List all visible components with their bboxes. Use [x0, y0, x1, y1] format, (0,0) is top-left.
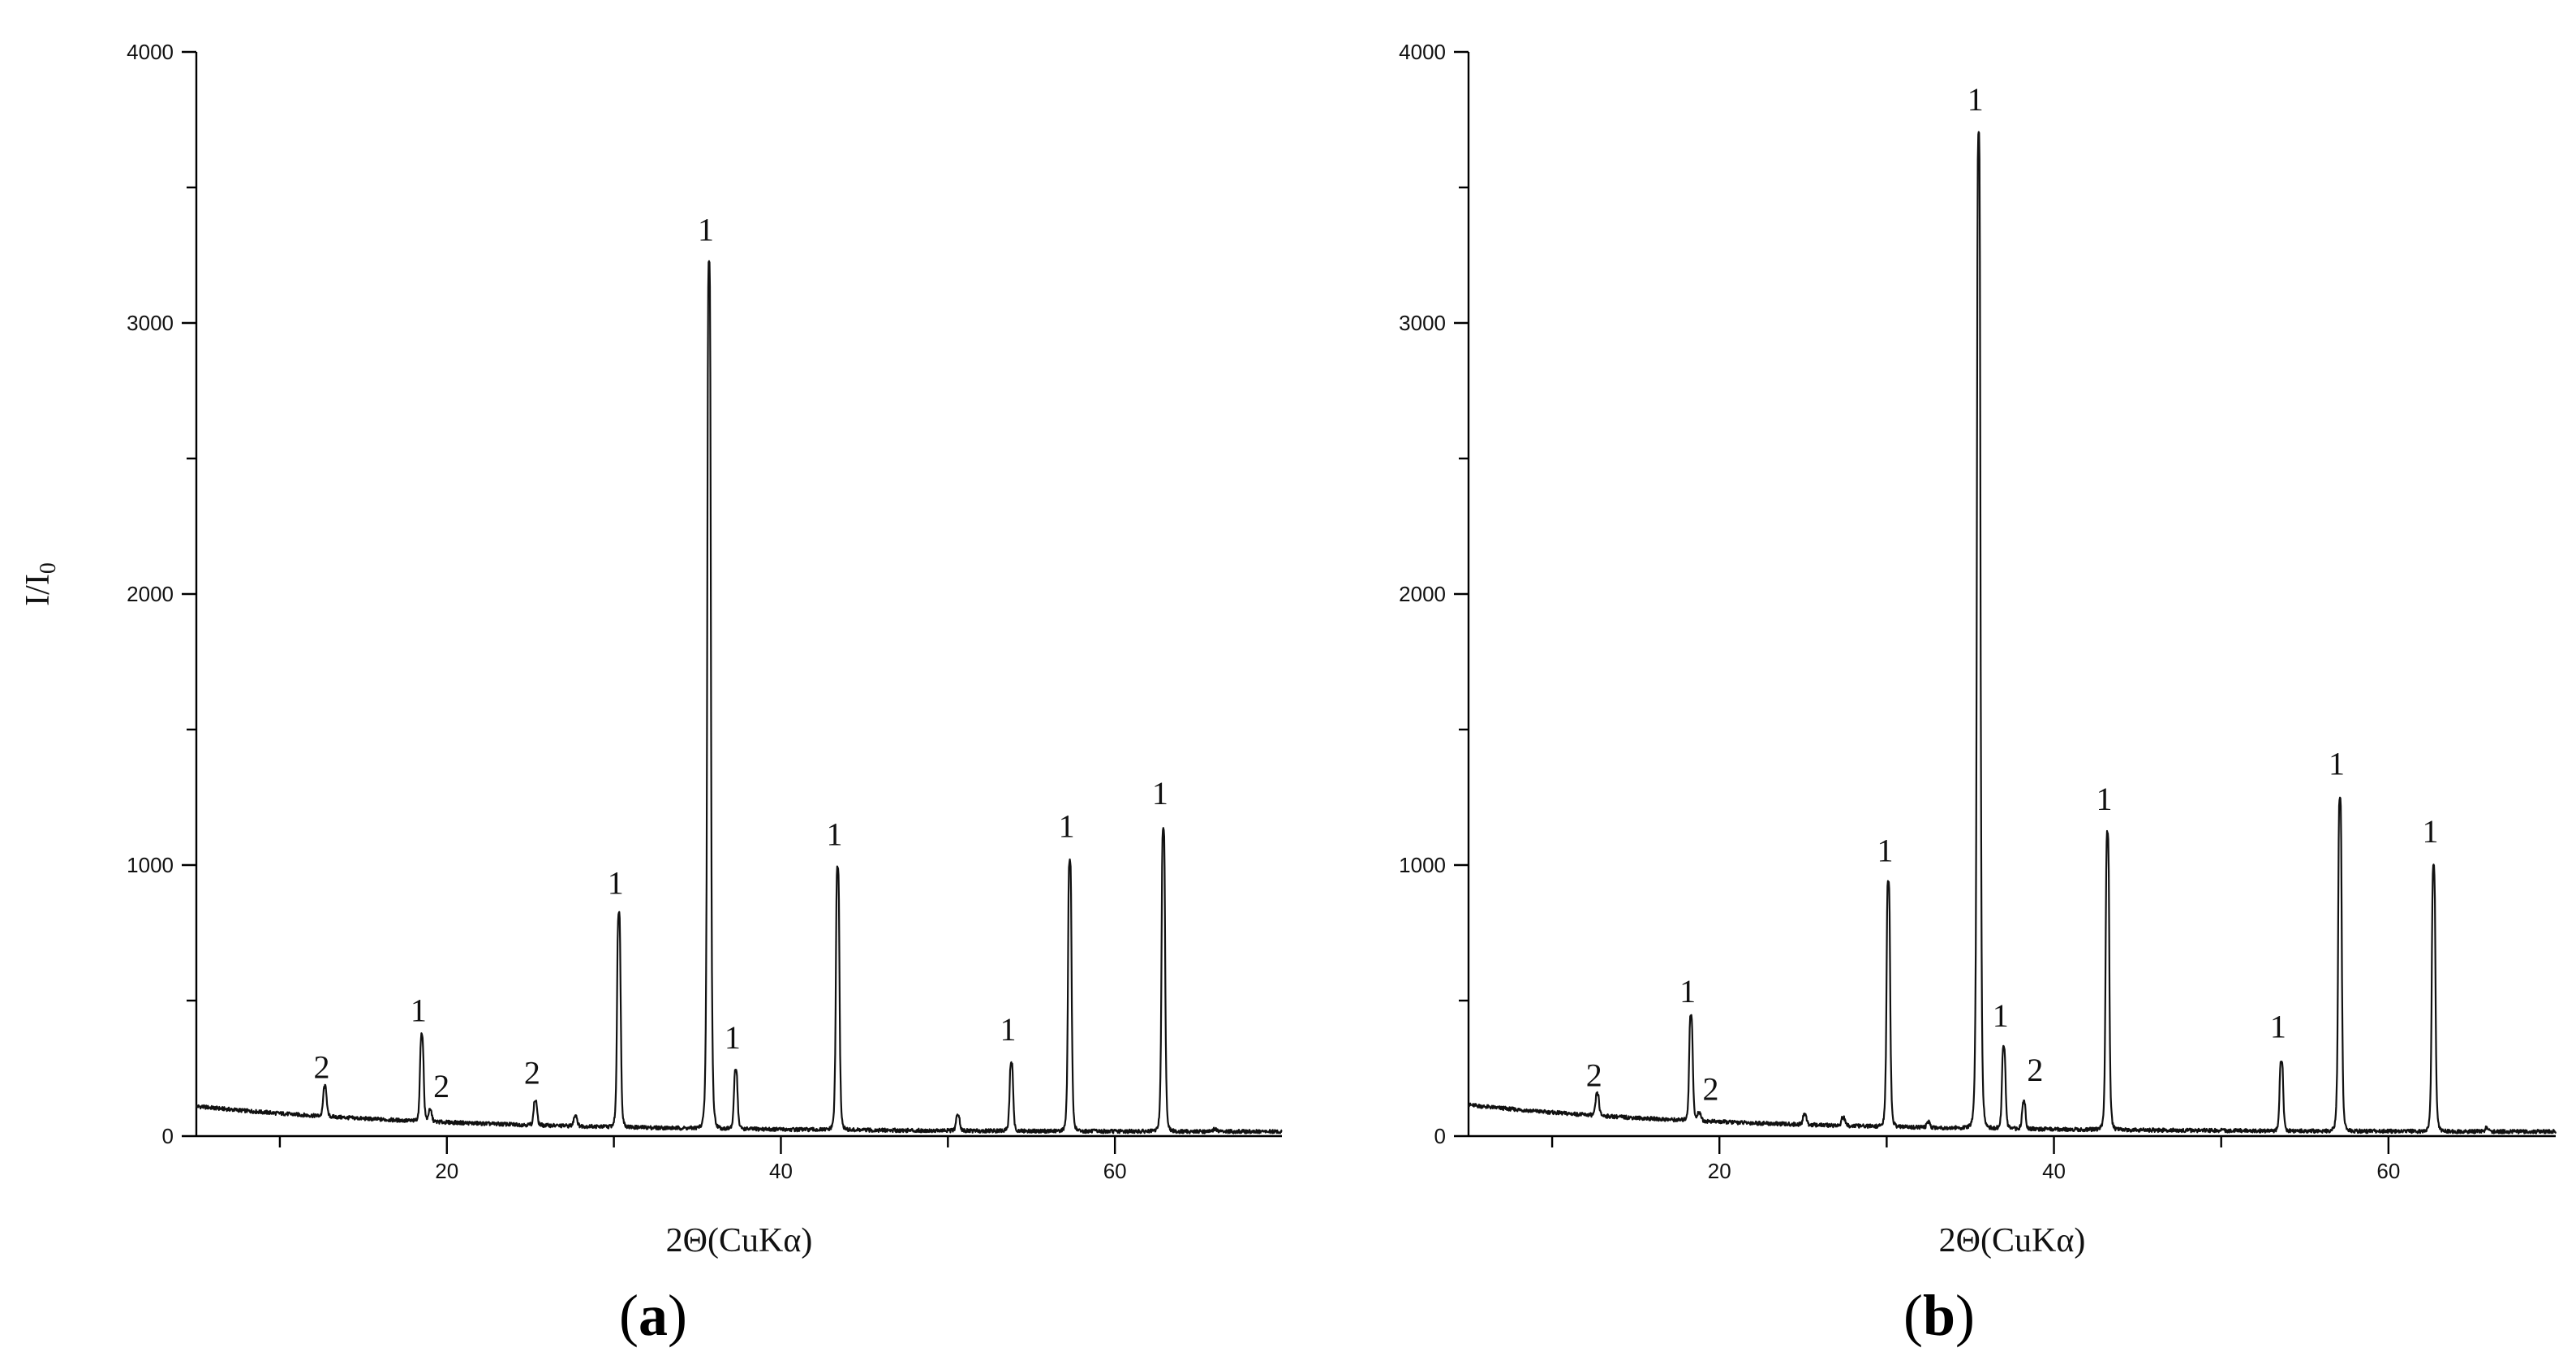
peak-label: 1	[2329, 746, 2345, 782]
peak-label: 1	[1679, 973, 1696, 1010]
y-axis-title-a: I/I0	[19, 562, 61, 606]
x-tick-label: 20	[1708, 1159, 1731, 1183]
y-tick-label: 0	[1434, 1124, 1446, 1148]
y-tick-label: 4000	[127, 40, 174, 64]
peak-label: 1	[725, 1019, 741, 1056]
diffraction-trace-b	[1468, 131, 2557, 1134]
peak-label: 1	[1993, 997, 2009, 1034]
peak-label: 1	[2096, 781, 2113, 817]
chart-panel-a: 0 1000 2000 3000 4000 20 40 60 2 1 2 2 1 1 1 1 1 1 1 2Θ(…	[19, 40, 1283, 1348]
peak-label: 1	[1000, 1011, 1017, 1048]
x-tick-label: 60	[1103, 1159, 1127, 1183]
panel-label-b: (b)	[1903, 1283, 1975, 1348]
x-axis-ticks-b: 20 40 60	[1550, 1136, 2400, 1183]
x-axis-ticks-a: 20 40 60	[278, 1136, 1127, 1183]
y-tick-label: 3000	[1399, 311, 1446, 335]
peak-label: 1	[1967, 81, 1984, 118]
y-tick-label: 2000	[1399, 582, 1446, 606]
peak-label: 2	[1586, 1057, 1602, 1094]
panel-letter-a: a	[639, 1283, 668, 1348]
y-axis-ticks-a: 0 1000 2000 3000 4000	[127, 40, 196, 1148]
diffraction-trace-a	[195, 260, 1283, 1134]
peak-label: 2	[1702, 1070, 1718, 1107]
y-tick-label: 2000	[127, 582, 174, 606]
x-axis-title-b: 2Θ(CuKα)	[1939, 1222, 2086, 1259]
y-axis-ticks-b: 0 1000 2000 3000 4000	[1399, 40, 1469, 1148]
peak-label: 2	[314, 1049, 330, 1086]
y-axis-title-main: I/I	[19, 574, 57, 606]
peak-label: 1	[608, 864, 624, 901]
y-tick-label: 1000	[127, 853, 174, 877]
y-tick-label: 3000	[127, 311, 174, 335]
peak-label: 2	[2027, 1052, 2043, 1088]
peak-label: 2	[524, 1054, 540, 1091]
x-tick-label: 40	[769, 1159, 793, 1183]
peak-label: 1	[2270, 1008, 2286, 1044]
x-axis-title-a: 2Θ(CuKα)	[666, 1222, 813, 1259]
peak-label: 1	[1877, 832, 1893, 868]
y-axis-title-subscript: 0	[36, 562, 61, 574]
peak-label: 1	[1152, 775, 1168, 811]
y-tick-label: 4000	[1399, 40, 1446, 64]
peak-label: 1	[2423, 813, 2439, 850]
peak-label: 1	[1059, 807, 1075, 844]
y-tick-label: 0	[162, 1124, 174, 1148]
peak-label: 1	[826, 816, 842, 852]
x-tick-label: 20	[435, 1159, 458, 1183]
peak-labels-a: 2 1 2 2 1 1 1 1 1 1 1	[314, 212, 1168, 1104]
peak-label: 1	[411, 992, 427, 1028]
y-tick-label: 1000	[1399, 853, 1446, 877]
peak-label: 2	[433, 1068, 449, 1104]
x-tick-label: 60	[2376, 1159, 2400, 1183]
x-tick-label: 40	[2042, 1159, 2066, 1183]
peak-label: 1	[698, 212, 714, 248]
panel-label-a: (a)	[619, 1283, 687, 1348]
panel-letter-b: b	[1923, 1283, 1955, 1348]
